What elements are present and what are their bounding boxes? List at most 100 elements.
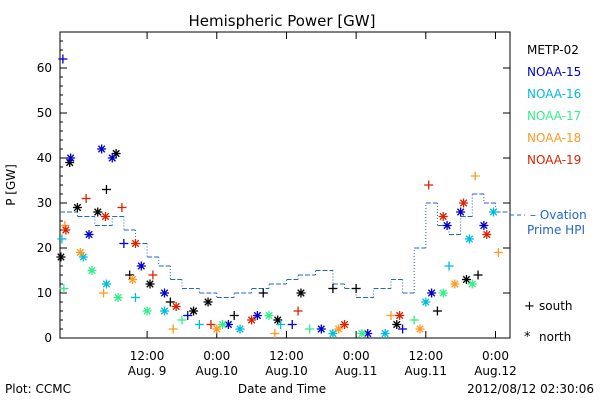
legend-item-noaa-19: NOAA-19 [527, 153, 581, 167]
data-point-noaa-15-north [97, 144, 107, 154]
data-point-noaa-15-north [442, 221, 452, 230]
data-point-noaa-17-north [113, 293, 123, 302]
data-point-noaa-16-north [101, 279, 111, 289]
ovation-series [60, 193, 510, 298]
y-tick-label: 20 [37, 241, 52, 255]
data-point-metp-02-south [165, 297, 175, 307]
x-tick-label-date: Aug.10 [265, 364, 308, 378]
data-point-noaa-19-north [100, 212, 110, 221]
data-point-noaa-19-north [395, 311, 405, 320]
data-point-noaa-16-north [464, 234, 474, 244]
y-tick-label: 60 [37, 61, 52, 75]
data-point-noaa-19-south [293, 306, 303, 316]
data-point-metp-02-south [432, 306, 442, 316]
data-point-noaa-18-north [334, 324, 344, 334]
x-tick-label-time: 12:00 [409, 349, 444, 363]
data-point-metp-02-north [72, 203, 82, 212]
data-point-noaa-15-north [427, 288, 437, 298]
data-point-noaa-19-south [424, 180, 434, 190]
data-point-metp-02-north [93, 207, 103, 217]
data-point-noaa-15-south [119, 239, 129, 248]
data-point-noaa-17-north [438, 288, 448, 298]
data-point-noaa-16-north [421, 297, 431, 307]
x-axis-label: Date and Time [238, 382, 326, 396]
plot-timestamp: 2012/08/12 02:30:06 [467, 382, 594, 396]
data-point-noaa-19-south [117, 203, 127, 212]
data-point-noaa-19-south [148, 270, 158, 280]
marker-legend: + south * north [524, 299, 573, 345]
data-point-noaa-18-north [212, 324, 222, 334]
data-point-metp-02-south [351, 284, 361, 293]
data-point-metp-02-south [229, 311, 239, 320]
data-point-noaa-18-south [99, 288, 109, 298]
data-point-noaa-15-south [287, 320, 297, 329]
x-tick-label-time: 12:00 [269, 349, 304, 363]
data-point-noaa-16-south [444, 261, 454, 271]
y-axis-ticks: 0 10 20 30 40 50 60 [37, 31, 510, 345]
data-point-noaa-15-north [479, 221, 489, 230]
data-point-noaa-19-north [482, 230, 492, 239]
data-point-noaa-17-north [87, 266, 97, 275]
marker-legend-label-south: south [539, 299, 573, 313]
data-markers [56, 54, 503, 338]
data-point-noaa-17-south [305, 324, 315, 334]
legend-item-metp-02: METP-02 [527, 43, 579, 57]
x-tick-label-date: Aug. 9 [128, 364, 167, 378]
data-point-noaa-16-north [489, 207, 499, 217]
data-point-noaa-15-north [66, 153, 76, 163]
data-point-metp-02-south [258, 288, 268, 298]
marker-legend-label-north: north [539, 330, 571, 344]
legend-item-noaa-15: NOAA-15 [527, 65, 581, 79]
ovation-legend: – Ovation Prime HPI [510, 208, 587, 237]
marker-legend-symbol-south: + [524, 299, 535, 314]
data-point-noaa-17-south [177, 315, 187, 325]
data-point-noaa-15-north [316, 324, 326, 334]
data-point-metp-02-south [473, 270, 483, 280]
chart-title: Hemispheric Power [GW] [189, 12, 376, 30]
data-point-metp-02-north [296, 288, 306, 298]
y-tick-label: 0 [44, 331, 52, 345]
data-point-noaa-17-north [218, 320, 228, 329]
data-point-noaa-16-south [194, 320, 204, 329]
data-point-noaa-19-north [171, 302, 181, 311]
data-point-noaa-18-south [386, 311, 396, 320]
data-point-noaa-18-south [493, 248, 503, 257]
data-point-noaa-17-north [142, 306, 152, 316]
y-tick-label: 40 [37, 151, 52, 165]
y-tick-label: 30 [37, 196, 52, 210]
data-point-metp-02-north [56, 252, 66, 262]
data-point-metp-02-north [145, 279, 155, 289]
data-point-metp-02-north [189, 306, 199, 316]
legend-item-noaa-16: NOAA-16 [527, 87, 581, 101]
ovation-legend-line2: Prime HPI [527, 223, 585, 237]
y-axis-label: P [GW] [4, 164, 18, 206]
data-point-noaa-15-north [252, 311, 262, 320]
data-point-noaa-17-north [467, 279, 477, 289]
data-point-noaa-17-north [264, 311, 274, 320]
data-point-noaa-18-north [128, 275, 138, 284]
data-point-noaa-15-north [456, 207, 466, 217]
data-point-noaa-16-north [160, 306, 170, 316]
data-point-noaa-18-south [470, 171, 480, 181]
x-tick-label-date: Aug.11 [405, 364, 448, 378]
data-point-noaa-19-north [459, 198, 469, 208]
data-point-noaa-16-south [130, 293, 140, 302]
data-point-metp-02-south [101, 185, 111, 194]
data-point-noaa-15-north [160, 288, 170, 298]
data-point-noaa-18-south [270, 329, 280, 338]
marker-legend-symbol-north: * [524, 330, 531, 345]
x-tick-label-time: 12:00 [130, 349, 165, 363]
data-point-noaa-16-south [276, 320, 286, 329]
data-point-metp-02-north [392, 320, 402, 329]
data-point-metp-02-south [328, 284, 338, 293]
ovation-legend-line1: – Ovation [530, 208, 587, 222]
data-point-noaa-17-south [59, 284, 69, 293]
data-point-metp-02-north [203, 297, 213, 307]
x-tick-label-time: 0:00 [203, 349, 230, 363]
data-point-noaa-19-north [61, 225, 71, 235]
legend-item-noaa-17: NOAA-17 [527, 109, 581, 123]
data-point-noaa-15-north [84, 230, 94, 239]
x-tick-label-time: 0:00 [343, 349, 370, 363]
